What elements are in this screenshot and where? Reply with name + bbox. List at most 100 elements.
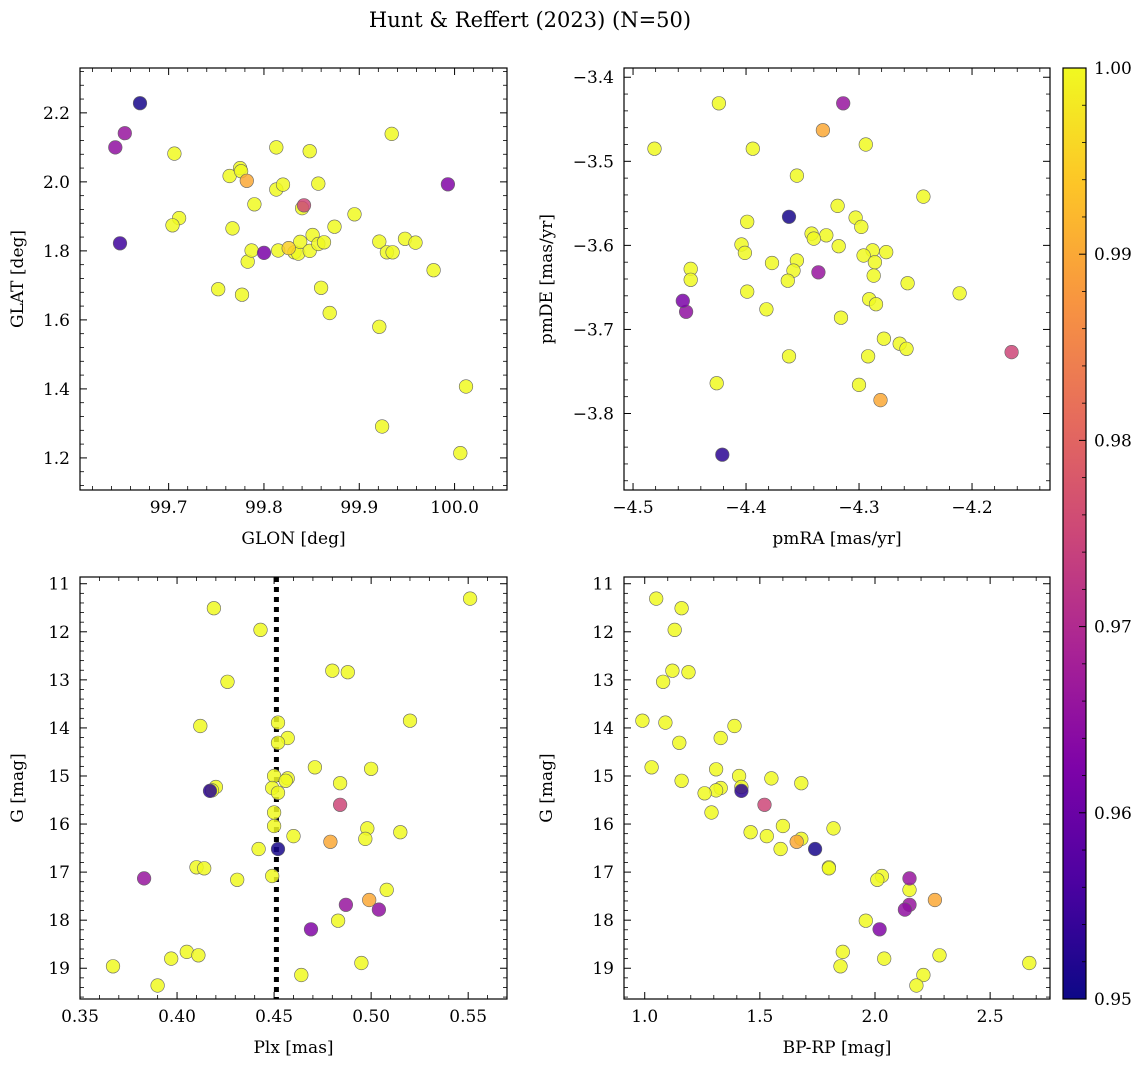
scatter-point <box>323 834 338 849</box>
colorbar-tick-label: 0.99 <box>1094 245 1132 265</box>
axes-frame <box>79 576 508 1000</box>
scatter-point <box>463 591 478 606</box>
scatter-point <box>665 663 680 678</box>
x-axis-label: GLON [deg] <box>241 529 345 549</box>
scatter-point <box>830 198 845 213</box>
scatter-point <box>293 234 308 249</box>
y-tick-label: 15 <box>48 767 70 787</box>
scatter-point <box>372 234 387 249</box>
scatter-point <box>873 393 888 408</box>
x-tick-label: −4.3 <box>838 498 879 518</box>
scatter-point <box>402 713 418 728</box>
panel-glon-glat: 99.7 99.8 99.9 100.0 1.2 1.4 1.6 1.8 2.0 2.2 GLON … <box>8 67 508 549</box>
scatter-point <box>789 168 805 183</box>
scatter-point <box>916 967 931 983</box>
scatter-point <box>780 273 795 288</box>
scatter-point <box>108 140 123 155</box>
scatter-point <box>781 349 797 364</box>
colorbar-gradient <box>1062 67 1087 1000</box>
y-tick-label: 12 <box>48 623 70 643</box>
y-axis-label: G [mag] <box>537 753 557 822</box>
scatter-point <box>740 284 755 299</box>
scatter-point <box>1004 345 1019 360</box>
y-tick-label: −3.6 <box>573 236 614 256</box>
scatter-point <box>807 841 823 857</box>
scatter-point <box>137 871 152 886</box>
colorbar-tick-label: 0.96 <box>1094 804 1132 824</box>
scatter-point <box>916 189 931 204</box>
scatter-point <box>773 841 788 857</box>
scatter-point <box>658 715 673 730</box>
scatter-point <box>372 319 387 334</box>
scatter-point <box>311 176 326 191</box>
scatter-point <box>745 141 760 156</box>
y-tick-label: 14 <box>48 719 70 739</box>
scatter-point <box>316 235 332 250</box>
scatter-point <box>385 245 400 260</box>
scatter-point <box>239 173 254 188</box>
scatter-point <box>294 967 309 983</box>
scatter-point <box>868 297 884 312</box>
scatter-point <box>819 228 834 243</box>
chart-panels: 99.7 99.8 99.9 100.0 1.2 1.4 1.6 1.8 2.0 2.2 GLON … <box>8 67 1051 1058</box>
scatter-point <box>697 786 712 801</box>
scatter-point <box>307 760 323 775</box>
scatter-point <box>191 948 206 963</box>
scatter-point <box>789 834 804 849</box>
axes-frame <box>623 576 1051 1000</box>
scatter-point <box>325 663 340 678</box>
scatter-point <box>202 783 218 799</box>
scatter-point <box>286 828 301 844</box>
scatter-point <box>932 948 947 963</box>
x-tick-label: 0.40 <box>158 1007 196 1027</box>
scatter-point <box>150 978 165 993</box>
scatter-point <box>734 783 749 799</box>
scatter-point <box>897 902 913 917</box>
scatter-point <box>340 665 355 680</box>
scatter-point <box>327 219 342 234</box>
scatter-point <box>371 902 387 917</box>
scatter-point <box>757 797 772 812</box>
scatter-point <box>851 377 867 393</box>
x-tick-label: 99.7 <box>150 498 188 518</box>
scatter-point <box>303 922 319 937</box>
scatter-point <box>347 207 362 222</box>
x-tick-label: −4.2 <box>951 498 992 518</box>
panel-bprp-g: 1.0 1.5 2.0 2.5 11 12 13 14 15 16 17 18 19 BP-RP [mag… <box>537 575 1051 1058</box>
x-tick-label: −4.4 <box>725 498 766 518</box>
x-tick-label: 99.9 <box>340 498 378 518</box>
scatter-point <box>105 959 121 974</box>
y-tick-label: 17 <box>592 863 614 883</box>
colorbar: 0.95 0.96 0.97 0.98 0.99 1.00 <box>1062 59 1132 1010</box>
y-axis-label: G [mag] <box>8 753 28 822</box>
scatter-point <box>302 144 317 159</box>
scatter-point <box>775 818 791 834</box>
scatter-point <box>876 331 892 346</box>
x-tick-label: 2.5 <box>977 1007 1004 1027</box>
scatter-point <box>681 665 696 680</box>
scatter-point <box>647 141 662 156</box>
scatter-point <box>674 773 689 788</box>
scatter-point <box>649 591 664 606</box>
y-axis-label: GLAT [deg] <box>8 230 28 328</box>
x-tick-label: 2.0 <box>861 1007 888 1027</box>
scatter-point <box>247 197 262 212</box>
scatter-point <box>234 287 250 302</box>
scatter-point <box>900 276 915 291</box>
y-tick-label: 18 <box>592 911 614 931</box>
scatter-point <box>831 239 846 254</box>
scatter-point <box>384 126 399 141</box>
y-tick-label: −3.7 <box>573 320 614 340</box>
scatter-point <box>856 248 871 263</box>
scatter-point <box>727 718 742 734</box>
scatter-point <box>1022 955 1037 971</box>
scatter-point <box>704 805 719 820</box>
y-tick-label: 13 <box>48 671 70 691</box>
scatter-point <box>281 241 296 256</box>
scatter-point <box>117 126 132 141</box>
scatter-point <box>635 713 650 728</box>
y-tick-label: 11 <box>48 575 70 595</box>
x-tick-label: 99.8 <box>245 498 283 518</box>
scatter-point <box>858 137 873 152</box>
